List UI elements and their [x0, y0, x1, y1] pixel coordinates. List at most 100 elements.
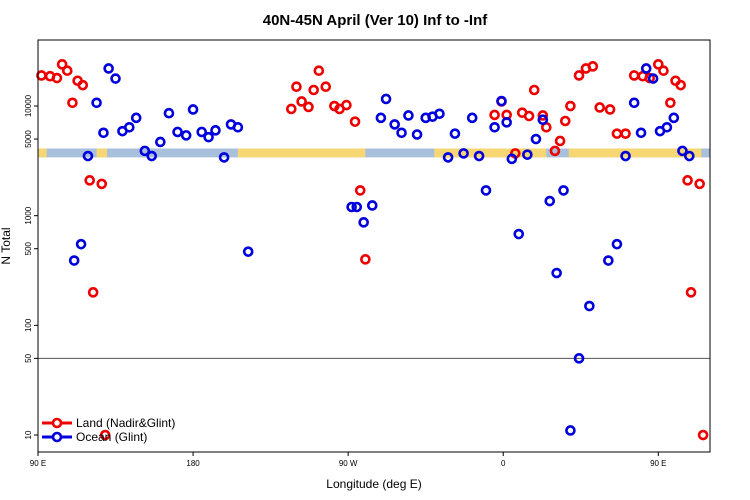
data-point: [375, 112, 387, 124]
x-tick-label: 90 E: [30, 459, 46, 468]
data-point: [682, 175, 693, 186]
legend: Land (Nadir&Glint)Ocean (Glint): [42, 416, 175, 444]
data-point: [584, 300, 595, 312]
data-point: [489, 109, 500, 121]
data-point: [380, 93, 392, 105]
data-point: [320, 81, 332, 93]
data-point: [611, 238, 623, 250]
data-point: [341, 99, 352, 111]
data-point: [501, 117, 512, 128]
data-point: [587, 61, 599, 72]
y-tick-label: 10000: [24, 94, 33, 117]
data-point: [668, 112, 680, 124]
y-tick-label: 1000: [24, 206, 33, 224]
data-point: [91, 97, 102, 109]
data-point: [466, 112, 478, 124]
data-point: [296, 96, 307, 107]
data-point: [549, 145, 561, 157]
data-point: [124, 121, 135, 133]
data-point: [232, 121, 244, 133]
x-axis: 90 E 180 90 W 0 90 E: [30, 452, 667, 468]
data-point: [389, 119, 400, 130]
y-tick-label: 500: [24, 241, 33, 255]
data-point: [449, 128, 461, 139]
data-point: [434, 108, 445, 120]
x-axis-label: Longitude (deg E): [326, 477, 421, 491]
data-point: [354, 185, 366, 196]
band-land-segment: [96, 148, 107, 158]
data-point: [56, 59, 68, 70]
data-point: [61, 65, 73, 76]
legend-marker: [51, 417, 63, 429]
data-point: [661, 121, 673, 133]
band: [38, 148, 710, 158]
data-point: [98, 127, 109, 139]
series-land: [36, 59, 709, 441]
data-point: [685, 287, 697, 298]
data-point: [554, 135, 566, 147]
chart-title: 40N-45N April (Ver 10) Inf to -Inf: [263, 12, 488, 29]
data-point: [366, 200, 378, 211]
data-point: [559, 115, 571, 127]
data-point: [611, 128, 623, 139]
data-point: [513, 228, 525, 240]
data-point: [242, 246, 254, 257]
data-point: [349, 116, 361, 127]
data-point: [551, 267, 562, 279]
data-point: [658, 65, 669, 76]
data-point: [653, 59, 664, 70]
data-point: [351, 201, 363, 213]
data-point: [530, 133, 542, 145]
data-point: [172, 126, 183, 138]
data-point: [82, 150, 94, 162]
data-point: [51, 72, 63, 84]
data-point: [528, 84, 540, 96]
y-tick-label: 100: [24, 318, 33, 332]
data-point: [203, 131, 214, 143]
x-tick-label: 180: [186, 459, 200, 468]
y-axis-label: N Total: [0, 227, 13, 264]
data-point: [313, 65, 325, 76]
data-point: [36, 70, 47, 81]
data-point: [565, 100, 576, 112]
data-point: [358, 217, 369, 228]
y-axis: 10 50 100 500 1000 5000 10000: [24, 94, 38, 439]
data-point: [84, 175, 95, 186]
data-point: [544, 195, 556, 207]
data-point: [558, 185, 569, 196]
data-point: [187, 104, 199, 115]
data-point: [604, 104, 616, 115]
data-points: [36, 59, 709, 441]
data-point: [210, 125, 221, 136]
band-land-segment: [434, 148, 547, 158]
data-point: [180, 130, 192, 141]
data-point: [573, 70, 585, 81]
data-point: [87, 287, 99, 298]
data-point: [594, 102, 606, 113]
data-point: [68, 255, 80, 266]
data-point: [473, 150, 485, 162]
data-point: [130, 112, 142, 124]
data-point: [218, 152, 230, 163]
band-land-segment: [38, 148, 47, 158]
data-point: [110, 73, 121, 84]
data-point: [99, 429, 111, 441]
data-point: [506, 153, 518, 165]
legend-label: Ocean (Glint): [76, 430, 147, 444]
data-point: [628, 70, 640, 81]
data-point: [675, 79, 687, 91]
data-point: [573, 353, 585, 364]
data-point: [523, 110, 535, 122]
data-point: [360, 254, 371, 265]
data-point: [96, 178, 108, 190]
data-point: [139, 145, 151, 157]
band-ocean: [38, 148, 710, 158]
data-point: [303, 101, 314, 113]
data-point: [308, 84, 319, 96]
data-point: [603, 255, 614, 266]
data-point: [620, 150, 631, 162]
data-point: [537, 110, 549, 121]
data-point: [163, 107, 175, 119]
data-point: [640, 63, 652, 74]
